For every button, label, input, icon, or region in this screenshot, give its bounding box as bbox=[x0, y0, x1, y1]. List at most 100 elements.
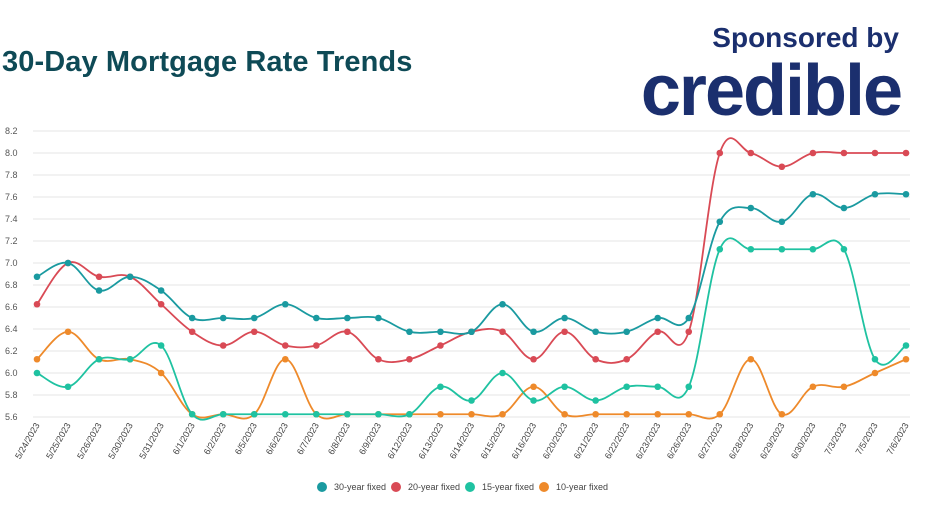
data-point-10-year-fixed bbox=[902, 355, 910, 363]
data-point-15-year-fixed bbox=[561, 383, 568, 391]
data-point-30-year-fixed bbox=[344, 314, 351, 322]
data-point-30-year-fixed bbox=[375, 314, 382, 322]
data-point-10-year-fixed bbox=[871, 369, 879, 377]
data-point-15-year-fixed bbox=[33, 369, 41, 377]
data-point-30-year-fixed bbox=[809, 190, 817, 198]
data-point-15-year-fixed bbox=[375, 410, 382, 418]
x-tick-label: 6/12/2023 bbox=[385, 421, 414, 461]
data-point-30-year-fixed bbox=[437, 328, 444, 336]
x-tick-label: 5/31/2023 bbox=[137, 421, 166, 461]
data-point-30-year-fixed bbox=[902, 190, 910, 198]
x-tick-label: 6/28/2023 bbox=[727, 421, 756, 461]
data-point-15-year-fixed bbox=[95, 355, 103, 363]
data-point-15-year-fixed bbox=[64, 383, 72, 391]
data-point-20-year-fixed bbox=[499, 328, 506, 336]
data-point-10-year-fixed bbox=[840, 383, 848, 391]
y-tick-label: 7.0 bbox=[5, 258, 18, 268]
y-tick-label: 6.6 bbox=[5, 302, 18, 312]
data-point-20-year-fixed bbox=[840, 149, 848, 157]
data-point-15-year-fixed bbox=[778, 245, 786, 253]
data-point-20-year-fixed bbox=[654, 328, 662, 336]
data-point-30-year-fixed bbox=[840, 204, 848, 212]
data-point-30-year-fixed bbox=[281, 300, 289, 308]
data-point-20-year-fixed bbox=[406, 355, 413, 363]
data-point-15-year-fixed bbox=[716, 245, 724, 253]
data-point-30-year-fixed bbox=[468, 328, 475, 336]
x-tick-label: 6/13/2023 bbox=[417, 421, 446, 461]
data-point-15-year-fixed bbox=[809, 245, 817, 253]
x-tick-label: 6/20/2023 bbox=[541, 421, 570, 461]
data-point-20-year-fixed bbox=[716, 149, 724, 157]
data-point-20-year-fixed bbox=[747, 149, 755, 157]
legend-label: 10-year fixed bbox=[556, 482, 608, 492]
y-tick-label: 8.2 bbox=[5, 126, 18, 136]
data-point-30-year-fixed bbox=[871, 190, 879, 198]
data-point-30-year-fixed bbox=[219, 314, 227, 322]
x-tick-label: 6/2/2023 bbox=[202, 421, 228, 456]
data-point-30-year-fixed bbox=[95, 287, 103, 294]
data-point-10-year-fixed bbox=[809, 383, 817, 391]
data-point-10-year-fixed bbox=[561, 410, 568, 418]
data-point-15-year-fixed bbox=[250, 410, 258, 418]
y-tick-label: 7.6 bbox=[5, 192, 18, 202]
x-tick-label: 6/9/2023 bbox=[357, 421, 383, 456]
y-tick-label: 6.2 bbox=[5, 346, 18, 356]
y-tick-label: 5.8 bbox=[5, 390, 18, 400]
chart-title: 30-Day Mortgage Rate Trends bbox=[2, 46, 413, 78]
data-point-20-year-fixed bbox=[313, 342, 320, 349]
legend-marker bbox=[317, 482, 327, 492]
data-point-15-year-fixed bbox=[654, 383, 662, 391]
x-tick-label: 6/22/2023 bbox=[603, 421, 632, 461]
data-point-30-year-fixed bbox=[530, 328, 537, 336]
data-point-30-year-fixed bbox=[685, 314, 693, 322]
data-point-30-year-fixed bbox=[592, 328, 599, 336]
data-point-30-year-fixed bbox=[561, 314, 568, 322]
data-point-15-year-fixed bbox=[219, 410, 227, 418]
data-point-30-year-fixed bbox=[64, 259, 72, 267]
data-point-15-year-fixed bbox=[747, 245, 755, 253]
data-point-15-year-fixed bbox=[157, 342, 165, 349]
data-point-20-year-fixed bbox=[871, 149, 879, 157]
data-point-15-year-fixed bbox=[468, 397, 475, 404]
data-point-10-year-fixed bbox=[592, 410, 599, 418]
legend-label: 15-year fixed bbox=[482, 482, 534, 492]
data-point-10-year-fixed bbox=[468, 410, 475, 418]
x-tick-label: 6/6/2023 bbox=[264, 421, 290, 456]
data-point-20-year-fixed bbox=[250, 328, 258, 336]
data-point-20-year-fixed bbox=[902, 149, 910, 157]
x-tick-label: 6/16/2023 bbox=[510, 421, 539, 461]
data-point-20-year-fixed bbox=[530, 355, 537, 363]
x-tick-label: 6/5/2023 bbox=[233, 421, 259, 456]
data-point-10-year-fixed bbox=[64, 328, 72, 336]
legend-marker bbox=[539, 482, 549, 492]
data-point-10-year-fixed bbox=[499, 410, 506, 418]
data-point-15-year-fixed bbox=[281, 410, 289, 418]
series-line-15-year-fixed bbox=[36, 237, 907, 421]
x-tick-label: 6/14/2023 bbox=[448, 421, 477, 461]
x-tick-label: 5/24/2023 bbox=[13, 421, 42, 461]
y-tick-label: 7.2 bbox=[5, 236, 18, 246]
x-tick-label: 5/25/2023 bbox=[44, 421, 73, 461]
x-tick-label: 6/8/2023 bbox=[326, 421, 352, 456]
data-point-30-year-fixed bbox=[623, 328, 630, 336]
data-point-10-year-fixed bbox=[654, 410, 662, 418]
data-point-15-year-fixed bbox=[902, 342, 910, 349]
data-point-10-year-fixed bbox=[157, 369, 165, 377]
y-tick-label: 6.4 bbox=[5, 324, 18, 334]
credible-logo: credible bbox=[640, 51, 903, 131]
data-point-20-year-fixed bbox=[281, 342, 289, 349]
x-tick-label: 6/7/2023 bbox=[295, 421, 321, 456]
x-tick-label: 6/1/2023 bbox=[171, 421, 197, 456]
data-point-30-year-fixed bbox=[33, 273, 41, 281]
data-point-30-year-fixed bbox=[778, 218, 786, 226]
data-point-30-year-fixed bbox=[313, 314, 320, 322]
y-tick-label: 5.6 bbox=[5, 412, 18, 422]
data-point-20-year-fixed bbox=[592, 355, 599, 363]
data-point-10-year-fixed bbox=[778, 410, 786, 418]
data-point-20-year-fixed bbox=[33, 300, 41, 308]
data-point-15-year-fixed bbox=[623, 383, 630, 391]
data-point-30-year-fixed bbox=[406, 328, 413, 336]
series-line-10-year-fixed bbox=[36, 330, 907, 420]
series-line-30-year-fixed bbox=[36, 192, 907, 335]
data-point-30-year-fixed bbox=[250, 314, 258, 322]
